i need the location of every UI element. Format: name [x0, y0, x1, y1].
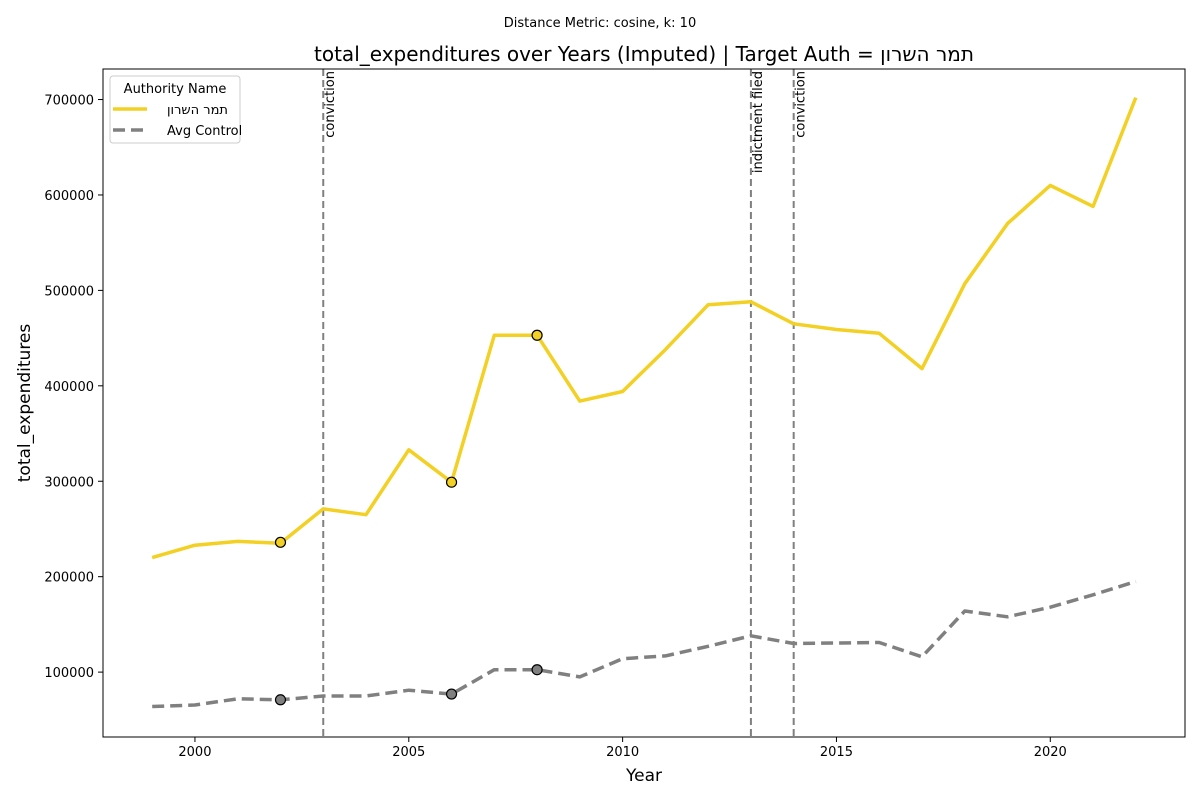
legend-title: Authority Name: [124, 82, 227, 97]
y-tick-label: 200000: [44, 571, 94, 586]
imputed-point: [445, 688, 458, 700]
legend-box: [109, 75, 241, 144]
event-label: conviction: [794, 71, 809, 138]
y-tick-label: 400000: [44, 380, 94, 395]
x-tick-label: 2010: [606, 745, 639, 760]
y-tick-label: 600000: [44, 189, 94, 204]
y-tick-label: 700000: [44, 94, 94, 109]
y-tick-label: 300000: [44, 475, 94, 490]
chart-suptitle: Distance Metric: cosine, k: 10: [504, 16, 696, 31]
event-label: indictment filed: [751, 71, 766, 173]
imputed-point: [274, 536, 287, 548]
series-line-1: [152, 579, 1137, 709]
y-axis-label: total_expenditures: [15, 324, 35, 483]
x-axis-label: Year: [625, 766, 662, 786]
legend-entry-control: Avg Control: [167, 124, 242, 139]
y-axis: 100000 200000 300000 400000 500000 600000 7000…: [44, 94, 103, 681]
legend: Authority Name תמר השרון Avg Control: [109, 75, 242, 144]
plot-frame: [102, 68, 1186, 738]
x-tick-label: 2020: [1034, 745, 1067, 760]
series-line-0: [151, 96, 1138, 560]
x-tick-label: 2015: [820, 745, 853, 760]
x-tick-label: 2000: [178, 745, 211, 760]
event-label: conviction: [323, 71, 338, 138]
chart-title: total_expenditures over Years (Imputed) …: [314, 42, 974, 66]
annotation-layer: conviction indictment filed conviction: [322, 69, 809, 737]
legend-entry-target: תמר השרון: [167, 103, 228, 118]
x-axis: 2000 2005 2010 2015 2020: [178, 737, 1067, 760]
imputed-point: [531, 664, 543, 676]
imputed-point: [445, 476, 458, 488]
x-tick-label: 2005: [392, 745, 425, 760]
series-layer: [151, 96, 1138, 709]
y-tick-label: 100000: [44, 666, 94, 681]
y-tick-label: 500000: [44, 284, 94, 299]
imputed-point: [531, 329, 543, 341]
imputed-point: [274, 694, 287, 706]
